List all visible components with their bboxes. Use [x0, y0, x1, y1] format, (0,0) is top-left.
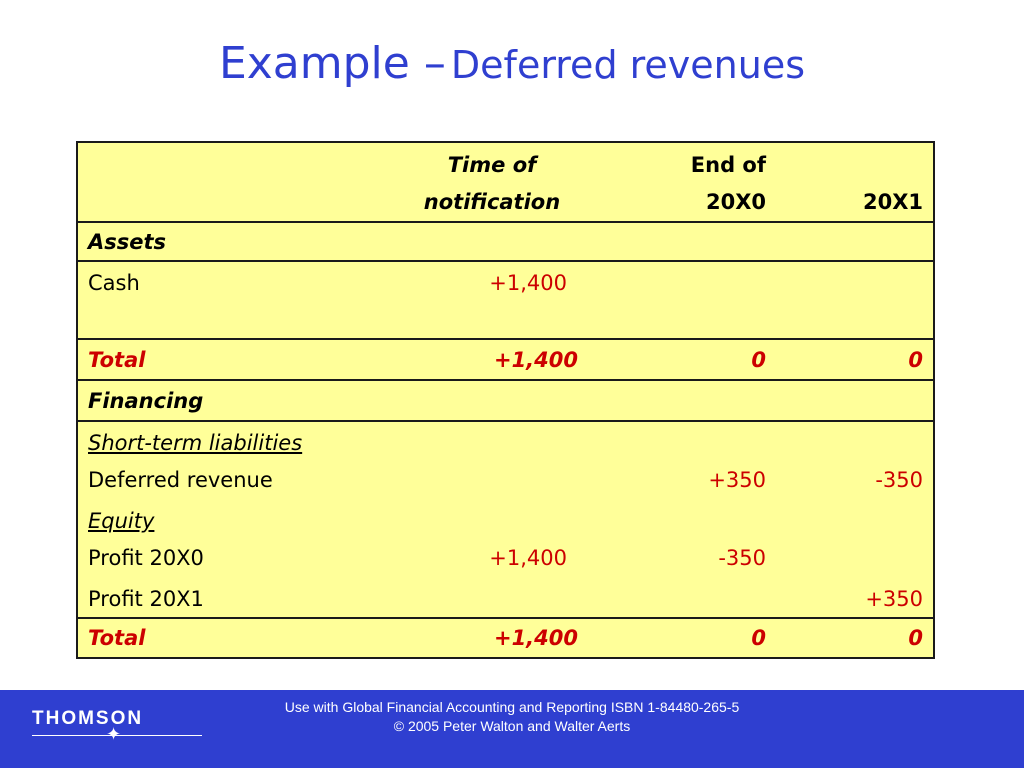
- assets-heading-row: Assets: [78, 221, 933, 262]
- footer-text: Use with Global Financial Accounting and…: [220, 698, 804, 736]
- header-time-of-notification-line2: notification: [423, 190, 561, 214]
- footer-line-1: Use with Global Financial Accounting and…: [284, 699, 740, 715]
- cash-value-notification: +1,400: [489, 271, 567, 295]
- total-financing-label: Total: [88, 626, 146, 650]
- financing-heading: Financing: [88, 389, 204, 413]
- cash-label: Cash: [88, 271, 140, 295]
- profit-20x1-label: Profit 20X1: [88, 587, 204, 611]
- footer-bar: THOMSON ✦ Use with Global Financial Acco…: [0, 690, 1024, 768]
- financing-heading-row: Financing: [78, 381, 933, 422]
- profit-20x1-20x1: +350: [865, 587, 923, 611]
- total-financing-20x0: 0: [751, 626, 766, 650]
- balance-table: Time of notification End of 20X0 20X1 As…: [76, 141, 935, 659]
- total-assets-row: Total +1,400 0 0: [78, 340, 933, 381]
- header-20x0: 20X0: [705, 190, 766, 214]
- total-assets-notification: +1,400: [493, 348, 578, 372]
- cash-row: Cash +1,400: [78, 262, 933, 340]
- equity-heading: Equity: [88, 509, 155, 533]
- short-term-liabilities-heading: Short-term liabilities: [88, 431, 303, 455]
- total-assets-20x1: 0: [908, 348, 923, 372]
- slide-title: Example – Deferred revenues: [0, 38, 1024, 89]
- title-sub: Deferred revenues: [450, 43, 806, 87]
- total-assets-20x0: 0: [751, 348, 766, 372]
- deferred-revenue-20x0: +350: [708, 468, 766, 492]
- total-financing-notification: +1,400: [493, 626, 578, 650]
- total-assets-label: Total: [88, 348, 146, 372]
- profit-20x0-20x0: -350: [718, 546, 766, 570]
- profit-20x0-label: Profit 20X0: [88, 546, 204, 570]
- thomson-logo: THOMSON ✦: [32, 708, 204, 754]
- financing-details-row: Short-term liabilities Deferred revenue …: [78, 422, 933, 619]
- logo-line: [32, 735, 202, 736]
- total-financing-row: Total +1,400 0 0: [78, 619, 933, 657]
- total-financing-20x1: 0: [908, 626, 923, 650]
- header-20x1: 20X1: [862, 190, 923, 214]
- star-icon: ✦: [106, 724, 122, 745]
- deferred-revenue-label: Deferred revenue: [88, 468, 273, 492]
- assets-heading: Assets: [88, 230, 167, 254]
- header-time-of-notification-line1: Time of: [447, 153, 537, 177]
- header-end-of-line1: End of: [690, 153, 766, 177]
- table-header-row: Time of notification End of 20X0 20X1: [78, 143, 933, 223]
- footer-line-2: © 2005 Peter Walton and Walter Aerts: [393, 718, 631, 734]
- logo-wordmark: THOMSON: [32, 708, 144, 729]
- profit-20x0-notification: +1,400: [489, 546, 567, 570]
- deferred-revenue-20x1: -350: [875, 468, 923, 492]
- title-main: Example –: [218, 38, 446, 89]
